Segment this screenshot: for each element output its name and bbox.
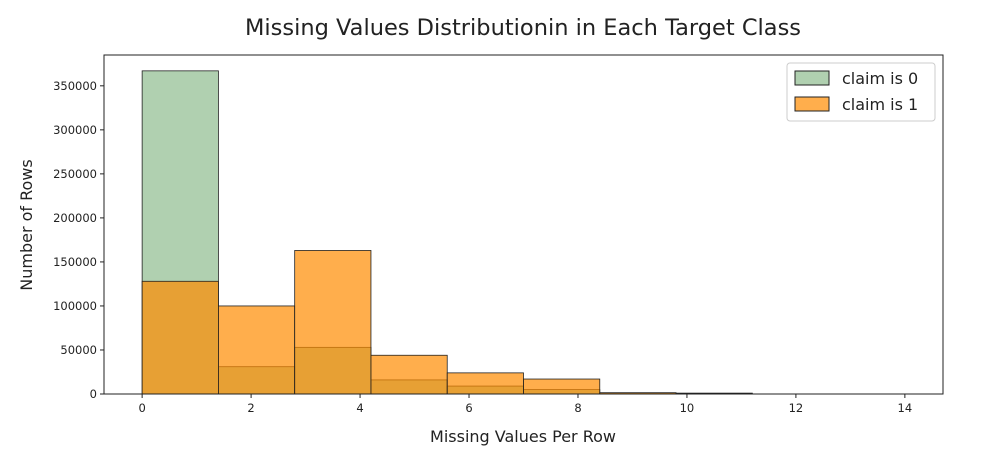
- x-tick-label: 2: [247, 401, 254, 415]
- y-tick-label: 150000: [53, 255, 97, 269]
- y-axis-label: Number of Rows: [17, 159, 36, 290]
- chart-title: Missing Values Distributionin in Each Ta…: [245, 15, 801, 41]
- y-tick-label: 250000: [53, 167, 97, 181]
- bar-series-1-bin-2: [294, 250, 372, 395]
- y-tick-label: 200000: [53, 211, 97, 225]
- bars-layer: [141, 70, 753, 395]
- x-tick-label: 6: [465, 401, 472, 415]
- legend-label-claim-1: claim is 1: [842, 95, 918, 114]
- legend-label-claim-0: claim is 0: [842, 69, 918, 88]
- x-tick-label: 4: [356, 401, 363, 415]
- x-axis-label: Missing Values Per Row: [430, 427, 616, 446]
- bar-series-1-bin-5: [523, 378, 601, 395]
- y-tick-label: 350000: [53, 79, 97, 93]
- legend: claim is 0 claim is 1: [786, 62, 936, 122]
- bar-series-1-bin-0: [141, 280, 219, 395]
- y-tick-label: 50000: [60, 343, 97, 357]
- y-axis-ticks: 0 50000 100000 150000 200000 250000 300000 3500…: [53, 79, 104, 401]
- plot-frame: [103, 54, 944, 395]
- legend-swatch-claim-0: [794, 70, 830, 86]
- legend-swatch-claim-1: [794, 96, 830, 112]
- bar-series-1-bin-3: [370, 354, 448, 395]
- bar-series-1-bin-4: [446, 372, 524, 395]
- x-tick-label: 10: [680, 401, 695, 415]
- y-tick-label: 300000: [53, 123, 97, 137]
- x-tick-label: 14: [898, 401, 913, 415]
- x-tick-label: 0: [138, 401, 145, 415]
- bar-series-1-bin-1: [218, 305, 296, 395]
- x-tick-label: 12: [789, 401, 804, 415]
- x-axis-ticks: 0 2 4 6 8 10 12 14: [138, 394, 912, 415]
- y-tick-label: 0: [90, 387, 97, 401]
- y-tick-label: 100000: [53, 299, 97, 313]
- x-tick-label: 8: [574, 401, 581, 415]
